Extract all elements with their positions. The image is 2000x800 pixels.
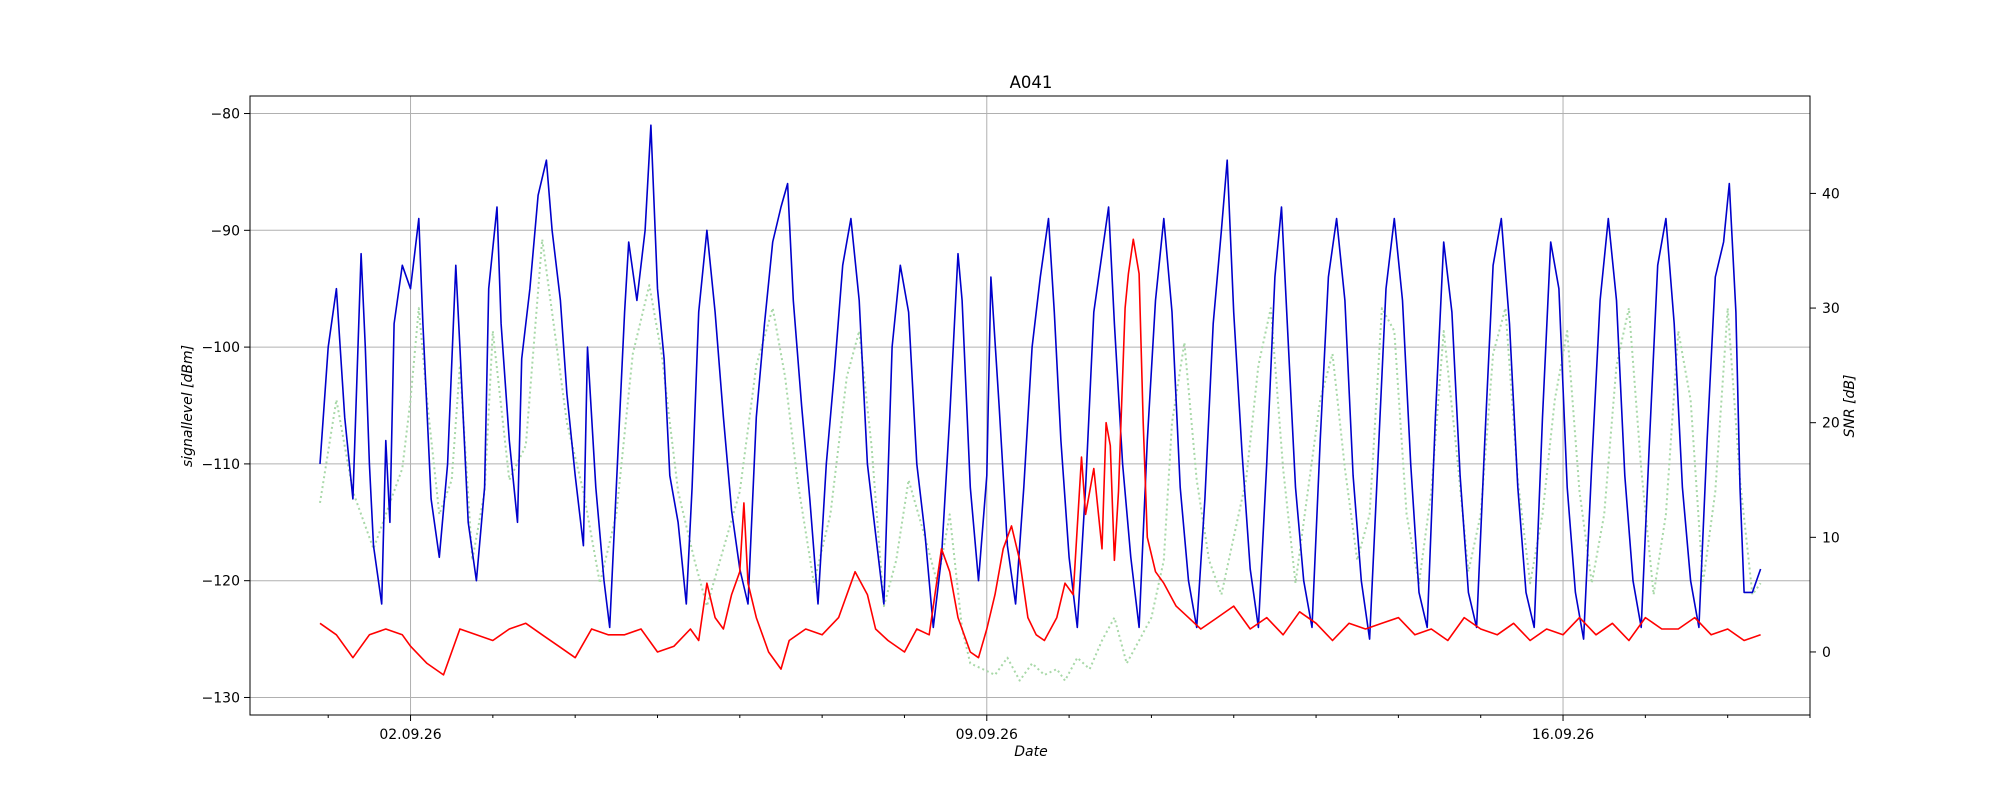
axis-layer: 02.09.26 09.09.26 16.09.26 −80 −90 −100 −110 −1… — [202, 107, 1840, 743]
series-layer — [319, 124, 1762, 682]
plot-frame — [249, 95, 1811, 716]
y-tick-label-left: −80 — [210, 107, 240, 123]
series-line-1 — [319, 238, 1761, 676]
y-tick-label-left: −90 — [210, 223, 240, 239]
x-tick-label: 16.09.26 — [1532, 727, 1594, 743]
y-tick-label-left: −120 — [202, 574, 240, 590]
x-tick-label: 09.09.26 — [956, 727, 1018, 743]
series-line-0 — [319, 124, 1762, 640]
y-tick-label-left: −130 — [202, 690, 240, 706]
grid-layer — [250, 96, 1810, 715]
y-tick-label-right: 30 — [1822, 301, 1840, 317]
x-tick-label: 02.09.26 — [379, 727, 441, 743]
y-tick-label-left: −110 — [202, 457, 240, 473]
y-tick-label-right: 20 — [1822, 416, 1840, 432]
y-tick-label-left: −100 — [202, 340, 240, 356]
x-axis-label: Date — [1014, 744, 1047, 760]
y-axis-label-right: SNR [dB] — [1842, 375, 1858, 438]
series-line-2 — [319, 238, 1762, 682]
y-axis-label-left: signallevel [dBm] — [180, 345, 196, 467]
y-tick-label-right: 40 — [1822, 186, 1840, 202]
chart-title: A041 — [1010, 73, 1053, 92]
y-tick-label-right: 10 — [1822, 530, 1840, 546]
y-tick-label-right: 0 — [1822, 645, 1831, 661]
